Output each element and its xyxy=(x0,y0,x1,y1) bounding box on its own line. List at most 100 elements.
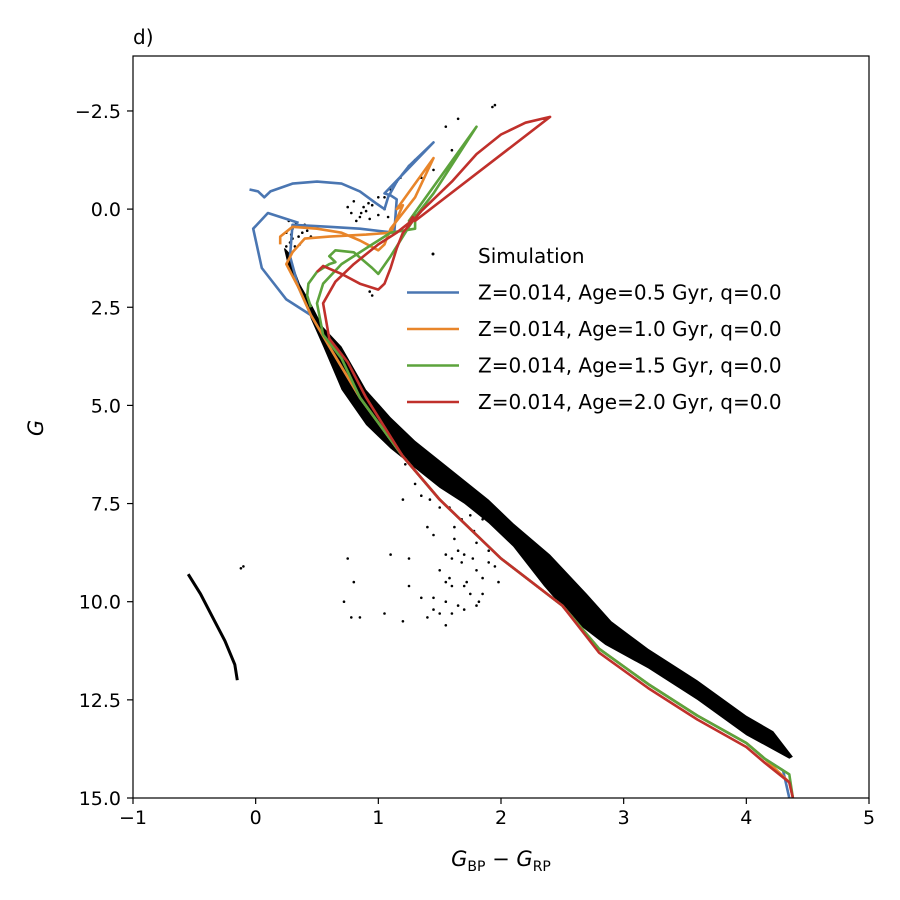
simulation-point xyxy=(462,608,466,611)
simulation-point xyxy=(462,584,466,588)
simulation-point xyxy=(342,600,346,603)
white-dwarf-track xyxy=(186,573,239,681)
simulation-point xyxy=(389,427,392,431)
simulation-point xyxy=(475,541,478,545)
simulation-point xyxy=(450,584,454,588)
simulation-point xyxy=(444,624,448,627)
simulation-point xyxy=(350,211,353,215)
simulation-point xyxy=(475,604,478,607)
simulation-point xyxy=(465,580,469,584)
simulation-point xyxy=(487,549,491,552)
simulation-point xyxy=(481,592,484,596)
simulation-point xyxy=(450,148,454,152)
x-tick-label: 0 xyxy=(250,807,262,829)
simulation-point xyxy=(346,557,350,560)
simulation-point xyxy=(297,235,300,238)
simulation-point xyxy=(377,404,380,407)
simulation-point xyxy=(370,294,374,297)
x-tick-label: 5 xyxy=(863,807,875,829)
simulation-point xyxy=(444,600,448,603)
simulation-point xyxy=(471,557,475,560)
simulation-point xyxy=(438,506,442,509)
simulation-point xyxy=(239,567,243,570)
legend-label-4: Z=0.014, Age=2.0 Gyr, q=0.0 xyxy=(478,390,782,414)
simulation-point xyxy=(377,213,380,217)
simulation-point xyxy=(493,565,497,568)
simulation-point xyxy=(450,557,454,560)
y-tick-label: 10.0 xyxy=(79,592,121,614)
y-tick-label: 7.5 xyxy=(91,494,121,516)
simulation-point xyxy=(383,612,386,615)
simulation-point xyxy=(453,525,456,529)
simulation-point xyxy=(389,553,392,556)
simulation-point xyxy=(444,553,448,556)
legend-label-1: Z=0.014, Age=0.5 Gyr, q=0.0 xyxy=(478,281,782,305)
panel-label: d) xyxy=(133,25,154,49)
simulation-point xyxy=(432,533,435,537)
simulation-point xyxy=(407,557,411,560)
simulation-point xyxy=(428,498,432,501)
x-axis-label: GBP − GRP xyxy=(451,847,551,875)
y-tick-label: 15.0 xyxy=(79,788,121,810)
simulation-point xyxy=(305,229,309,232)
simulation-point xyxy=(426,525,429,529)
simulation-point xyxy=(362,205,365,209)
simulation-point xyxy=(450,612,454,615)
legend-entry-simulation: Simulation xyxy=(431,244,585,268)
simulation-point xyxy=(420,596,423,600)
simulation-point xyxy=(493,103,497,107)
simulation-point xyxy=(469,514,472,517)
simulation-point xyxy=(487,561,491,564)
simulation-point xyxy=(301,231,304,234)
legend: Simulation Z=0.014, Age=0.5 Gyr, q=0.0 Z=0… xyxy=(407,244,782,414)
series-line-4 xyxy=(316,115,795,798)
simulation-point xyxy=(438,612,442,615)
simulation-point xyxy=(368,290,372,293)
x-tick-label: 2 xyxy=(495,807,507,829)
y-tick-label: 5.0 xyxy=(91,395,121,417)
x-tick-label: 3 xyxy=(618,807,630,829)
legend-label-3: Z=0.014, Age=1.5 Gyr, q=0.0 xyxy=(478,354,782,378)
simulation-point xyxy=(426,616,429,619)
simulation-point xyxy=(413,482,417,486)
simulation-point xyxy=(456,549,460,552)
x-axis: −1 0 1 2 3 4 5 xyxy=(119,798,875,829)
series-line-3 xyxy=(305,125,795,798)
simulation-point xyxy=(352,200,356,203)
legend-entry-1: Z=0.014, Age=0.5 Gyr, q=0.0 xyxy=(407,281,782,305)
plot-area xyxy=(186,103,795,798)
y-tick-label: 0.0 xyxy=(91,199,121,221)
simulation-point xyxy=(285,245,288,248)
x-tick-label: 1 xyxy=(372,807,384,829)
simulation-point xyxy=(355,219,358,223)
simulation-point xyxy=(386,215,390,219)
legend-label-simulation: Simulation xyxy=(478,244,585,268)
simulation-point xyxy=(456,117,460,121)
simulation-point xyxy=(352,580,356,584)
simulation-point xyxy=(432,596,435,600)
simulation-points xyxy=(186,103,500,681)
simulation-point xyxy=(364,209,368,213)
simulation-point xyxy=(481,518,484,521)
y-axis-label: G xyxy=(24,420,48,436)
simulation-point xyxy=(444,580,448,584)
simulation-point xyxy=(462,553,466,556)
simulation-point xyxy=(367,201,370,205)
simulation-point xyxy=(401,498,405,501)
simulation-point xyxy=(404,463,407,466)
simulation-point xyxy=(477,600,481,603)
simulation-point xyxy=(462,498,466,501)
simulation-point xyxy=(453,537,456,541)
simulation-point xyxy=(497,580,500,584)
simulation-point xyxy=(242,565,245,568)
y-tick-label: 2.5 xyxy=(91,297,121,319)
simulation-point xyxy=(368,217,372,221)
simulation-point xyxy=(432,168,435,172)
simulation-point xyxy=(481,576,484,580)
simulation-point xyxy=(358,215,362,219)
simulation-point xyxy=(346,205,350,209)
simulation-point xyxy=(469,592,472,596)
legend-label-2: Z=0.014, Age=1.0 Gyr, q=0.0 xyxy=(478,317,782,341)
